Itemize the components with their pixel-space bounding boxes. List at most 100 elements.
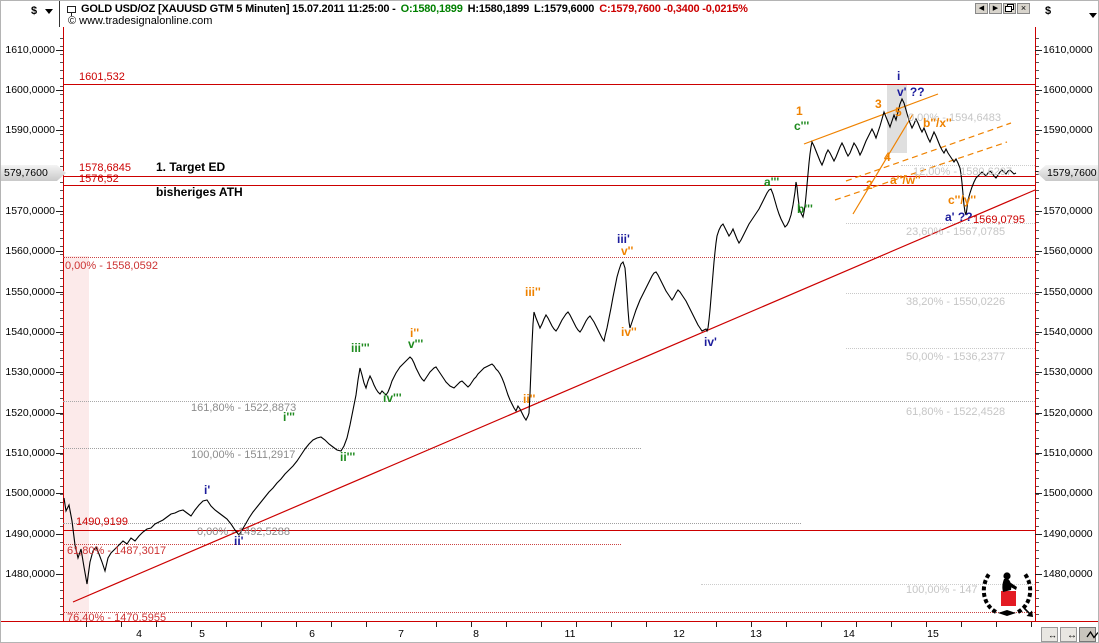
left-axis-label: 1490,0000 — [5, 528, 55, 540]
left-scale-dropdown[interactable]: $ — [31, 5, 38, 17]
right-scale-dropdown-arrow[interactable] — [1089, 13, 1097, 18]
right-axis-major-tick — [1035, 413, 1042, 414]
left-scale-dropdown-arrow[interactable] — [45, 9, 53, 14]
fib-line-grey-50 — [846, 348, 1035, 349]
x-axis-label: 13 — [750, 628, 762, 640]
x-axis-tick — [471, 622, 472, 627]
line-style-button[interactable] — [1079, 627, 1098, 642]
title-close: C:1579,7600 -0,3400 -0,0215% — [599, 3, 748, 15]
left-axis-label: 1510,0000 — [5, 447, 55, 459]
wave-label: b''' — [797, 202, 813, 216]
right-axis-label: 1600,0000 — [1043, 84, 1093, 96]
fib-level-label: 23,60% - 1567,0785 — [906, 226, 1006, 238]
right-axis-label: 1480,0000 — [1043, 568, 1093, 580]
x-axis-label: 5 — [199, 628, 205, 640]
right-axis-label: 1520,0000 — [1043, 407, 1093, 419]
x-axis-tick — [86, 622, 87, 627]
wave-label: ii' — [234, 534, 244, 548]
wave-label: iv' — [704, 335, 717, 349]
title-symbol: GOLD USD/OZ [XAUUSD GTM 5 Minuten] 15.07… — [81, 3, 396, 15]
x-axis-label: 8 — [473, 628, 479, 640]
wave-label: 1 — [796, 104, 803, 118]
scroll-back-button[interactable]: ◀ — [975, 3, 988, 14]
wave-label: c''' — [794, 119, 810, 133]
fib-level-label: 100,00% - 1511,2917 — [191, 449, 296, 461]
fib-level-label: 50,00% - 1536,2377 — [906, 351, 1006, 363]
x-axis-label: 6 — [309, 628, 315, 640]
fib-level-label: 38,20% - 1550,0226 — [906, 296, 1006, 308]
right-axis-major-tick — [1035, 372, 1042, 373]
left-axis-major-tick — [56, 130, 63, 131]
x-axis-label: 7 — [398, 628, 404, 640]
price-level-label: 1601,532 — [79, 71, 125, 83]
left-axis-label: 1600,0000 — [5, 84, 55, 96]
left-axis-label: 1590,0000 — [5, 124, 55, 136]
expand-time-axis-button[interactable]: ↔ — [1060, 627, 1077, 642]
x-axis-tick — [646, 622, 647, 627]
wave-label: i''' — [283, 410, 295, 424]
right-axis-minor-ticks — [1036, 31, 1039, 619]
fib-line-red-0 — [63, 257, 1035, 258]
scale-divider — [59, 1, 60, 27]
wave-label: a' ?? — [945, 210, 973, 224]
wave-label: iii''' — [351, 341, 370, 355]
x-axis-label: 12 — [673, 628, 685, 640]
x-axis-tick — [716, 622, 717, 627]
wave-label: a''' — [764, 175, 780, 189]
x-axis-tick — [191, 622, 192, 627]
x-axis-tick — [891, 622, 892, 627]
wave-label: 4 — [884, 150, 891, 164]
close-button[interactable]: × — [1017, 3, 1030, 14]
left-axis-label: 1500,0000 — [5, 487, 55, 499]
x-axis-tick — [331, 622, 332, 627]
title-open: O:1580,1899 — [400, 3, 463, 15]
wave-label: i — [897, 69, 901, 83]
left-axis-label: 1540,0000 — [5, 326, 55, 338]
right-axis-major-tick — [1035, 292, 1042, 293]
wave-label: i' — [204, 483, 211, 497]
compress-time-axis-button[interactable]: ↔ — [1041, 627, 1058, 642]
right-axis-label: 1510,0000 — [1043, 447, 1093, 459]
left-axis-major-tick — [56, 413, 63, 414]
x-axis-tick — [576, 622, 577, 627]
title-bar: $ GOLD USD/OZ [XAUUSD GTM 5 Minuten] 15.… — [1, 1, 1098, 27]
fib-level-label: 100,00% - 147 — [906, 584, 978, 596]
x-axis-tick — [926, 622, 927, 627]
left-plot-border — [63, 1, 64, 621]
fib-line-red-764 — [63, 612, 1035, 613]
wave-label: a''/w'' — [890, 173, 921, 187]
left-axis-major-tick — [56, 50, 63, 51]
right-axis-major-tick — [1035, 574, 1042, 575]
wave-label: v'' — [621, 244, 634, 258]
right-axis-label: 1490,0000 — [1043, 528, 1093, 540]
left-axis-label: 1520,0000 — [5, 407, 55, 419]
session-highlight-band — [63, 256, 89, 621]
last-price-marker-left: 579,7600 — [1, 165, 66, 181]
x-axis-tick — [436, 622, 437, 627]
right-axis-major-tick — [1035, 90, 1042, 91]
left-axis-major-tick — [56, 453, 63, 454]
title-low: L:1579,6000 — [534, 3, 595, 15]
price-level-label: 1490,9199 — [76, 516, 128, 528]
right-axis-label: 1610,0000 — [1043, 44, 1093, 56]
left-axis-major-tick — [56, 332, 63, 333]
wave-label: ii'' — [523, 392, 536, 406]
left-axis-major-tick — [56, 90, 63, 91]
restore-window-button[interactable] — [1003, 3, 1016, 14]
right-axis-major-tick — [1035, 453, 1042, 454]
time-axis[interactable] — [1, 622, 1098, 642]
right-scale-dropdown[interactable]: $ — [1045, 5, 1052, 17]
fib-level-label: 61,80% - 1522,4528 — [906, 406, 1006, 418]
x-axis-tick — [261, 622, 262, 627]
x-axis-tick — [611, 622, 612, 627]
x-axis-tick — [821, 622, 822, 627]
fib-level-label: 161,80% - 1522,8873 — [191, 402, 297, 414]
right-axis-major-tick — [1035, 493, 1042, 494]
fib-line-grey-382 — [846, 293, 1035, 294]
scroll-forward-button[interactable]: ▶ — [989, 3, 1002, 14]
fib-line-grey-100 — [63, 448, 641, 449]
left-axis-label: 1610,0000 — [5, 44, 55, 56]
series-end-arrow-icon[interactable] — [1022, 606, 1035, 619]
wave-label: b''/x'' — [923, 116, 952, 130]
x-axis-tick — [1031, 622, 1032, 627]
